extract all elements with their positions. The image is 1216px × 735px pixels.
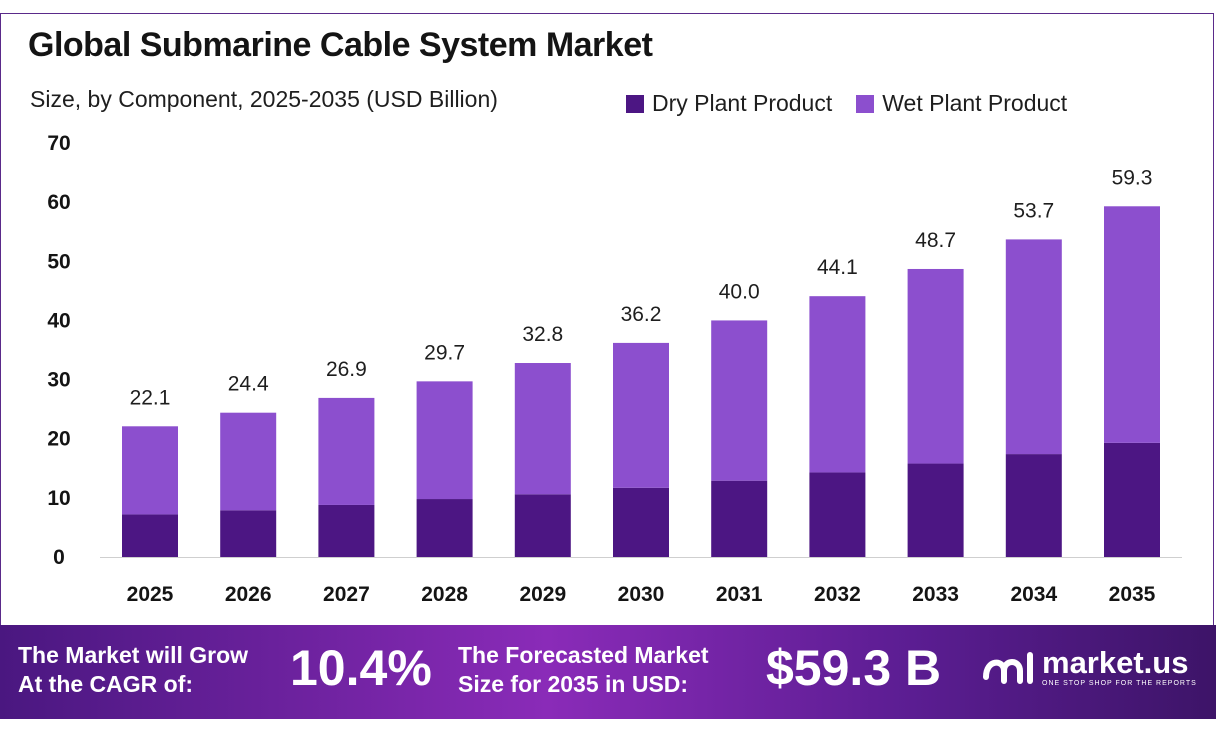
- bar-total-label: 48.7: [915, 229, 956, 252]
- legend-item-dry-plant: Dry Plant Product: [626, 90, 832, 117]
- bar-dry-plant-segment: [416, 499, 473, 557]
- chart-title: Global Submarine Cable System Market: [28, 26, 653, 64]
- x-tick-label: 2025: [127, 583, 174, 606]
- y-tick-label: 10: [47, 487, 70, 510]
- bar-wet-plant-segment: [1005, 239, 1062, 455]
- bar-wet-plant-segment: [220, 412, 277, 511]
- forecast-label: The Forecasted Market Size for 2035 in U…: [458, 641, 709, 699]
- bar-total-label: 53.7: [1013, 199, 1054, 222]
- forecast-label-line2: Size for 2035 in USD:: [458, 671, 689, 697]
- bar-total-label: 26.9: [326, 358, 367, 381]
- x-tick-label: 2031: [716, 583, 763, 606]
- x-tick-label: 2026: [225, 583, 272, 606]
- cagr-label: The Market will Grow At the CAGR of:: [18, 641, 248, 699]
- market-us-logo-icon: [983, 652, 1033, 684]
- legend-item-wet-plant: Wet Plant Product: [856, 90, 1067, 117]
- bar-dry-plant-segment: [613, 487, 669, 557]
- legend-label-dry-plant: Dry Plant Product: [652, 90, 833, 116]
- bar-dry-plant-segment: [318, 504, 375, 557]
- y-tick-label: 30: [47, 369, 70, 392]
- bar-dry-plant-segment: [1005, 454, 1062, 557]
- cagr-label-line2: At the CAGR of:: [18, 671, 194, 697]
- legend-swatch-wet-plant: [856, 94, 875, 113]
- bar-dry-plant-segment: [220, 510, 277, 557]
- bar-total-label: 32.8: [522, 323, 563, 346]
- bar-dry-plant-segment: [122, 514, 178, 557]
- x-tick-label: 2032: [814, 583, 861, 606]
- y-tick-label: 20: [47, 428, 70, 451]
- y-tick-label: 0: [53, 546, 65, 569]
- brand-tagline: ONE STOP SHOP FOR THE REPORTS: [1042, 679, 1197, 687]
- bar-wet-plant-segment: [613, 342, 669, 488]
- legend-swatch-dry-plant: [626, 94, 644, 113]
- chart-subtitle: Size, by Component, 2025-2035 (USD Billi…: [30, 86, 498, 112]
- bar-wet-plant-segment: [514, 363, 571, 495]
- brand-logo: market.us ONE STOP SHOP FOR THE REPORTS: [982, 647, 1197, 687]
- bar-total-label: 59.3: [1112, 166, 1153, 189]
- bar-wet-plant-segment: [318, 397, 375, 505]
- bar-total-label: 29.7: [424, 341, 465, 364]
- chart-legend: Dry Plant Product Wet Plant Product: [626, 90, 1091, 117]
- bar-total-label: 36.2: [621, 303, 662, 326]
- brand-name: market.us: [1042, 644, 1189, 680]
- bar-dry-plant-segment: [711, 480, 768, 557]
- bar-total-label: 24.4: [228, 373, 269, 396]
- bar-dry-plant-segment: [809, 472, 866, 557]
- x-tick-label: 2028: [421, 583, 468, 606]
- forecast-label-line1: The Forecasted Market: [458, 642, 709, 668]
- bar-wet-plant-segment: [416, 381, 473, 500]
- bar-wet-plant-segment: [907, 268, 964, 464]
- x-tick-label: 2030: [618, 583, 665, 606]
- bar-dry-plant-segment: [1104, 442, 1160, 557]
- x-tick-label: 2033: [912, 583, 959, 606]
- y-tick-label: 50: [47, 250, 70, 273]
- bar-total-label: 22.1: [130, 386, 171, 409]
- bar-chart: 01020304050607022.1202524.4202626.920272…: [47, 132, 1182, 606]
- y-tick-label: 40: [47, 309, 70, 332]
- bar-wet-plant-segment: [809, 296, 866, 473]
- bar-wet-plant-segment: [122, 426, 178, 515]
- bar-total-label: 44.1: [817, 256, 858, 279]
- y-tick-label: 60: [47, 191, 70, 214]
- bar-wet-plant-segment: [711, 320, 768, 481]
- summary-banner: The Market will Grow At the CAGR of: 10.…: [0, 625, 1216, 719]
- bar-dry-plant-segment: [514, 494, 571, 557]
- x-tick-label: 2027: [323, 583, 370, 606]
- y-tick-label: 70: [47, 132, 70, 155]
- x-tick-label: 2034: [1010, 583, 1057, 606]
- cagr-value: 10.4%: [290, 640, 432, 696]
- x-tick-label: 2035: [1109, 583, 1156, 606]
- x-tick-label: 2029: [519, 583, 566, 606]
- forecast-value: $59.3 B: [766, 640, 942, 696]
- bar-wet-plant-segment: [1104, 206, 1160, 443]
- bar-total-label: 40.0: [719, 280, 760, 303]
- cagr-label-line1: The Market will Grow: [18, 642, 249, 668]
- legend-label-wet-plant: Wet Plant Product: [882, 90, 1068, 116]
- bar-dry-plant-segment: [907, 463, 964, 557]
